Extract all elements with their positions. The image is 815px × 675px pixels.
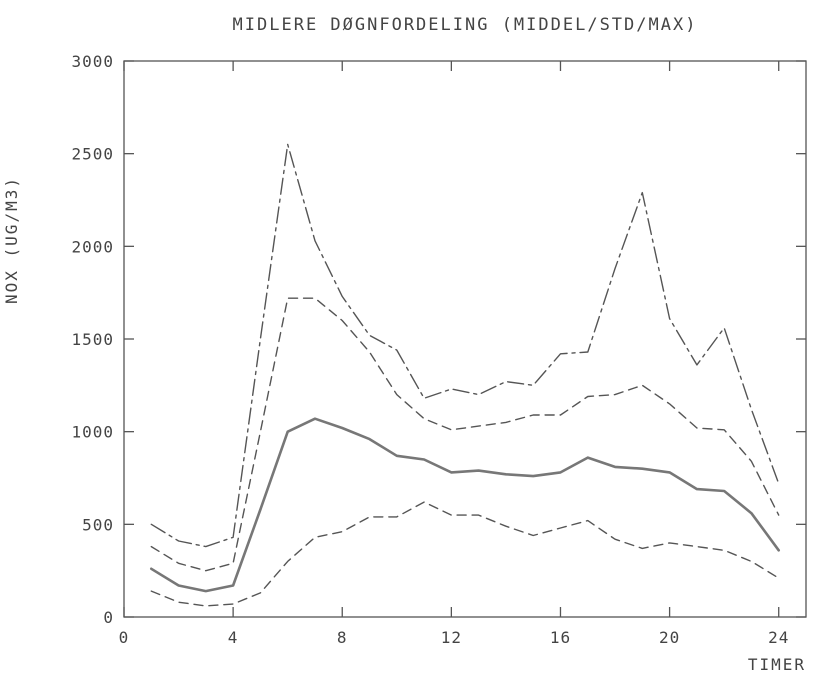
y-tick-label: 0 (103, 608, 114, 627)
x-tick-label: 12 (441, 628, 462, 647)
y-tick-label: 2000 (71, 237, 114, 256)
y-tick-label: 2500 (71, 145, 114, 164)
x-tick-label: 4 (228, 628, 239, 647)
y-tick-label: 1500 (71, 330, 114, 349)
x-tick-label: 8 (337, 628, 348, 647)
x-tick-label: 16 (550, 628, 571, 647)
series-line-1 (150, 143, 780, 548)
plot-frame (123, 60, 807, 618)
x-tick-label: 0 (119, 628, 130, 647)
series-line-2 (150, 297, 780, 572)
x-axis-label: TIMER (748, 655, 806, 674)
x-tick-label: 24 (768, 628, 789, 647)
y-tick-label: 500 (82, 515, 114, 534)
y-tick-label: 3000 (71, 52, 114, 71)
series-line-3 (150, 417, 781, 593)
chart-title: MIDLERE DØGNFORDELING (MIDDEL/STD/MAX) (233, 15, 698, 35)
series-group (150, 143, 781, 607)
ticks: 0 500 1000 1500 2000 2500 3000 0 4 8 12 16 20 24 (71, 52, 806, 647)
series-line-4 (150, 501, 780, 607)
y-axis-label: NOX (UG/M3) (2, 176, 21, 304)
y-tick-label: 1000 (71, 423, 114, 442)
x-tick-label: 20 (659, 628, 680, 647)
